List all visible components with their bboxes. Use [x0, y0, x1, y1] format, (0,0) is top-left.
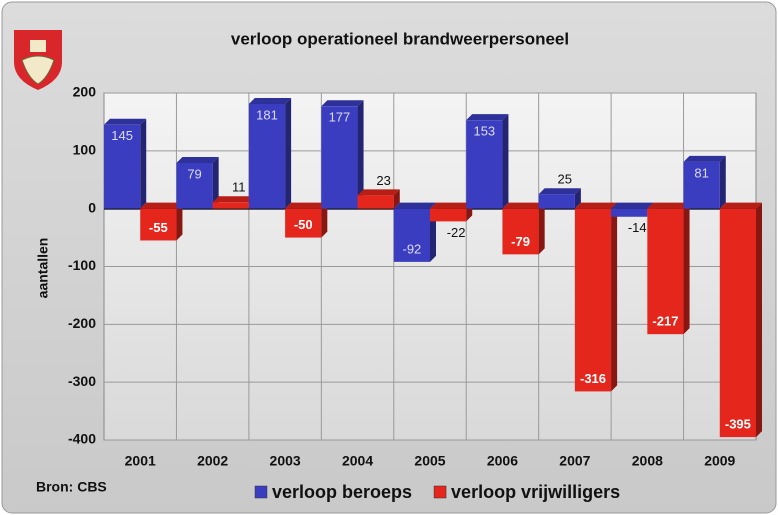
y-tick-label: -400: [68, 431, 96, 447]
bar-top: [538, 188, 581, 195]
x-tick-label: 2007: [559, 453, 590, 469]
bar: [719, 208, 756, 438]
x-tick-label: 2006: [487, 453, 518, 469]
source: Bron: CBS: [36, 479, 107, 495]
bar: [393, 208, 430, 262]
bar-side: [176, 202, 183, 241]
bar-top: [647, 202, 690, 209]
bar-top: [285, 202, 328, 209]
bar-side: [357, 100, 364, 209]
x-tick-label: 2002: [197, 453, 228, 469]
bar-top: [140, 202, 183, 209]
bar: [212, 202, 249, 209]
bar-side: [756, 202, 762, 438]
bar-top: [212, 196, 255, 203]
bar-side: [683, 202, 690, 335]
data-label: -79: [511, 234, 530, 249]
x-tick-label: 2008: [632, 453, 663, 469]
bar: [611, 208, 648, 217]
bar: [285, 208, 322, 238]
legend-label: verloop vrijwilligers: [451, 482, 620, 502]
data-label: 145: [111, 128, 133, 143]
bar: [430, 208, 467, 222]
data-label: -14: [628, 220, 647, 235]
bar: [502, 208, 539, 255]
bar: [321, 106, 358, 209]
data-label: 23: [376, 173, 390, 188]
y-axis-label: aantallen: [35, 238, 51, 299]
data-label: -55: [149, 220, 168, 235]
data-label: -316: [580, 371, 606, 386]
data-label: -395: [725, 417, 751, 432]
y-tick-label: -200: [68, 315, 96, 331]
bar-top: [104, 118, 147, 125]
bar-side: [611, 202, 618, 392]
bar-side: [321, 202, 328, 238]
bar: [357, 195, 394, 209]
chart-title: verloop operationeel brandweerpersoneel: [231, 29, 569, 48]
bar-side: [393, 189, 400, 209]
x-tick-label: 2003: [270, 453, 301, 469]
x-tick-label: 2009: [704, 453, 735, 469]
y-tick-label: -300: [68, 373, 96, 389]
logo: [14, 30, 62, 90]
x-tick-label: 2005: [414, 453, 445, 469]
bar-top: [176, 156, 219, 163]
bar: [466, 120, 503, 209]
data-label: 79: [187, 166, 201, 181]
bar-side: [719, 155, 726, 209]
data-label: 25: [558, 172, 572, 187]
data-label: 81: [694, 165, 708, 180]
bar-top: [321, 100, 364, 107]
bar-side: [212, 156, 219, 209]
data-label: 153: [473, 124, 495, 139]
bar: [683, 161, 720, 209]
data-label: 181: [256, 107, 278, 122]
data-label: -50: [294, 217, 313, 232]
data-label: -22: [447, 225, 466, 240]
bar: [176, 162, 213, 209]
bar: [574, 208, 612, 392]
bar: [140, 208, 177, 241]
data-label: -217: [652, 314, 678, 329]
legend-label: verloop beroeps: [272, 482, 412, 502]
bar-side: [140, 118, 147, 209]
data-label: -92: [402, 241, 421, 256]
legend-swatch: [254, 485, 268, 499]
bar: [248, 103, 286, 209]
bar: [104, 124, 141, 209]
bar-top: [248, 97, 292, 104]
bar-top: [574, 202, 618, 209]
bar-side: [574, 188, 581, 209]
bar-top: [430, 202, 473, 209]
y-tick-label: 200: [73, 84, 97, 100]
bar-top: [357, 189, 400, 196]
bar-side: [502, 114, 509, 209]
bar: [538, 194, 575, 209]
bar-top: [466, 114, 509, 121]
y-tick-label: 0: [88, 199, 96, 215]
bar-top: [393, 202, 436, 209]
x-tick-label: 2001: [125, 453, 156, 469]
x-tick-label: 2004: [342, 453, 373, 469]
bar-side: [538, 202, 545, 255]
bar-top: [611, 202, 654, 209]
data-label: 11: [232, 180, 246, 195]
y-tick-label: -100: [68, 257, 96, 273]
bar-top: [502, 202, 545, 209]
bar: [647, 208, 684, 335]
bar-top: [719, 202, 762, 209]
data-label: 177: [329, 110, 351, 125]
legend-swatch: [433, 485, 447, 499]
bar-top: [683, 155, 726, 162]
bar-side: [285, 97, 292, 209]
y-tick-label: 100: [73, 142, 97, 158]
